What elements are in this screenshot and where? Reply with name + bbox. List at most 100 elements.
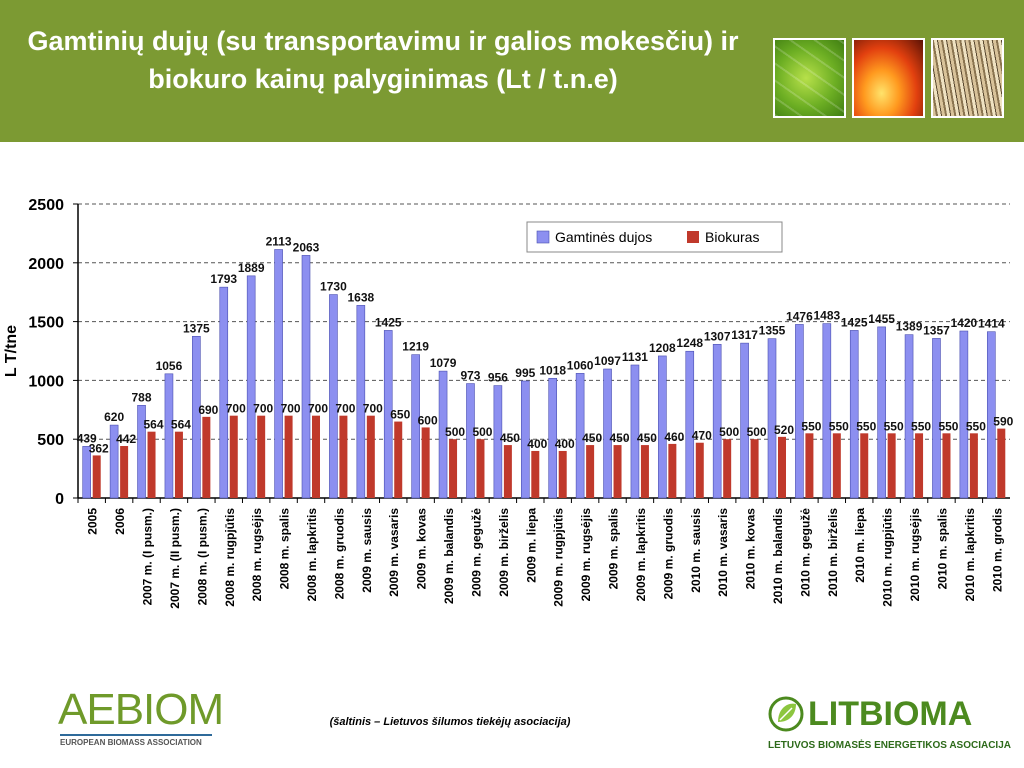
x-tick-label: 2008 m. rugpjūtis bbox=[223, 508, 237, 607]
data-label-biofuel: 550 bbox=[911, 419, 931, 433]
bar-gas bbox=[685, 350, 695, 499]
data-label-gas: 1889 bbox=[238, 261, 265, 275]
data-label-biofuel: 442 bbox=[116, 432, 136, 446]
legend-label-gas: Gamtinės dujos bbox=[555, 229, 652, 245]
data-label-biofuel: 450 bbox=[637, 431, 657, 445]
bar-gas bbox=[630, 364, 640, 499]
data-label-gas: 1097 bbox=[594, 354, 621, 368]
bar-gas bbox=[575, 373, 585, 499]
source-note: (šaltinis – Lietuvos šilumos tiekėjų aso… bbox=[329, 716, 571, 728]
page-title: Gamtinių dujų (su transportavimu ir gali… bbox=[27, 26, 739, 94]
data-label-biofuel: 650 bbox=[390, 408, 410, 422]
x-tick-label: 2009 m. spalis bbox=[607, 508, 621, 590]
data-label-gas: 1425 bbox=[841, 315, 868, 329]
data-label-biofuel: 550 bbox=[938, 419, 958, 433]
y-tick-label: 2500 bbox=[28, 197, 64, 214]
bar-biofuel bbox=[312, 415, 320, 498]
bar-gas bbox=[849, 330, 859, 499]
bar-biofuel bbox=[695, 442, 704, 498]
bar-gas bbox=[219, 286, 229, 499]
data-label-biofuel: 564 bbox=[171, 418, 191, 432]
bar-gas bbox=[411, 354, 420, 499]
bar-gas bbox=[520, 380, 530, 499]
bar-gas bbox=[877, 326, 886, 499]
x-tick-label: 2007 m. (II pusm.) bbox=[168, 508, 182, 609]
data-label-gas: 1079 bbox=[430, 356, 457, 370]
data-label-gas: 620 bbox=[104, 410, 124, 424]
bar-gas bbox=[904, 334, 914, 499]
data-label-gas: 1056 bbox=[156, 359, 183, 373]
bar-gas bbox=[740, 342, 749, 499]
x-tick-label: 2009 m. sausis bbox=[360, 508, 374, 593]
bar-gas bbox=[438, 370, 448, 499]
data-label-biofuel: 700 bbox=[226, 402, 246, 416]
data-label-gas: 1307 bbox=[704, 329, 731, 343]
x-tick-label: 2009 m. lapkritis bbox=[634, 508, 648, 602]
data-label-biofuel: 550 bbox=[884, 419, 904, 433]
data-label-biofuel: 500 bbox=[472, 425, 492, 439]
data-label-gas: 1793 bbox=[210, 272, 237, 286]
bar-biofuel bbox=[257, 415, 266, 498]
data-label-gas: 1018 bbox=[539, 363, 566, 377]
bar-gas bbox=[959, 330, 969, 499]
data-label-gas: 1389 bbox=[896, 320, 923, 334]
data-label-gas: 1420 bbox=[951, 316, 978, 330]
x-tick-label: 2010 m. spalis bbox=[935, 508, 949, 590]
x-tick-label: 2010 m. vasaris bbox=[716, 508, 730, 597]
bar-biofuel bbox=[503, 445, 512, 498]
x-tick-label: 2010 m. balandis bbox=[771, 508, 785, 604]
y-tick-label: 1000 bbox=[28, 373, 64, 390]
header-banner: Gamtinių dujų (su transportavimu ir gali… bbox=[0, 0, 1024, 142]
bar-gas bbox=[329, 294, 338, 499]
bar-gas bbox=[274, 249, 283, 499]
data-label-biofuel: 700 bbox=[281, 402, 301, 416]
bar-gas bbox=[301, 255, 311, 499]
bar-biofuel bbox=[558, 450, 567, 498]
bar-biofuel bbox=[229, 415, 238, 498]
bar-gas bbox=[164, 373, 174, 499]
litbioma-logo-subtitle: LETUVOS BIOMASĖS ENERGETIKOS ASOCIACIJA bbox=[768, 740, 1011, 751]
legend-swatch-biofuel bbox=[687, 231, 699, 243]
bar-biofuel bbox=[969, 433, 978, 498]
bar-gas bbox=[466, 383, 475, 499]
bar-biofuel bbox=[394, 421, 403, 498]
bar-biofuel bbox=[449, 439, 458, 498]
x-tick-label: 2009 m. balandis bbox=[442, 508, 456, 604]
bar-biofuel bbox=[147, 431, 156, 498]
bar-biofuel bbox=[366, 415, 375, 498]
data-label-biofuel: 550 bbox=[829, 419, 849, 433]
x-tick-label: 2010 m. birželis bbox=[826, 508, 840, 597]
data-label-biofuel: 550 bbox=[856, 419, 876, 433]
fire-photo bbox=[852, 38, 925, 118]
bar-biofuel bbox=[915, 433, 924, 498]
bar-gas bbox=[712, 343, 722, 499]
legend-label-biofuel: Biokuras bbox=[705, 229, 759, 245]
litbioma-logo: LITBIOMA LETUVOS BIOMASĖS ENERGETIKOS AS… bbox=[766, 690, 1016, 756]
bar-biofuel bbox=[668, 443, 677, 498]
aebiom-logo-underline bbox=[60, 734, 212, 736]
data-label-biofuel: 700 bbox=[363, 402, 383, 416]
bar-biofuel bbox=[476, 439, 485, 498]
x-tick-label: 2010 m. rugsėjis bbox=[908, 508, 922, 602]
x-tick-label: 2010 m. gegužė bbox=[798, 508, 812, 597]
bar-gas bbox=[82, 446, 92, 499]
bar-biofuel bbox=[942, 433, 951, 498]
data-label-biofuel: 400 bbox=[527, 437, 547, 451]
x-tick-label: 2009 m. birželis bbox=[497, 508, 511, 597]
bar-gas bbox=[658, 355, 667, 499]
bar-biofuel bbox=[421, 427, 430, 498]
aebiom-logo: AEBIOM EUROPEAN BIOMASS ASSOCIATION bbox=[58, 686, 224, 748]
bar-biofuel bbox=[613, 445, 622, 498]
y-tick-label: 1500 bbox=[28, 315, 64, 332]
x-tick-label: 2009 m. gegužė bbox=[469, 508, 483, 597]
bar-biofuel bbox=[640, 445, 649, 498]
legend-swatch-gas bbox=[536, 230, 550, 244]
bar-gas bbox=[795, 324, 804, 499]
data-label-biofuel: 400 bbox=[555, 437, 575, 451]
legend-box bbox=[526, 221, 783, 253]
bar-gas bbox=[603, 368, 612, 499]
straw-photo bbox=[931, 38, 1004, 118]
x-tick-label: 2010 m. rugpjūtis bbox=[881, 508, 895, 607]
bar-gas bbox=[246, 275, 256, 499]
